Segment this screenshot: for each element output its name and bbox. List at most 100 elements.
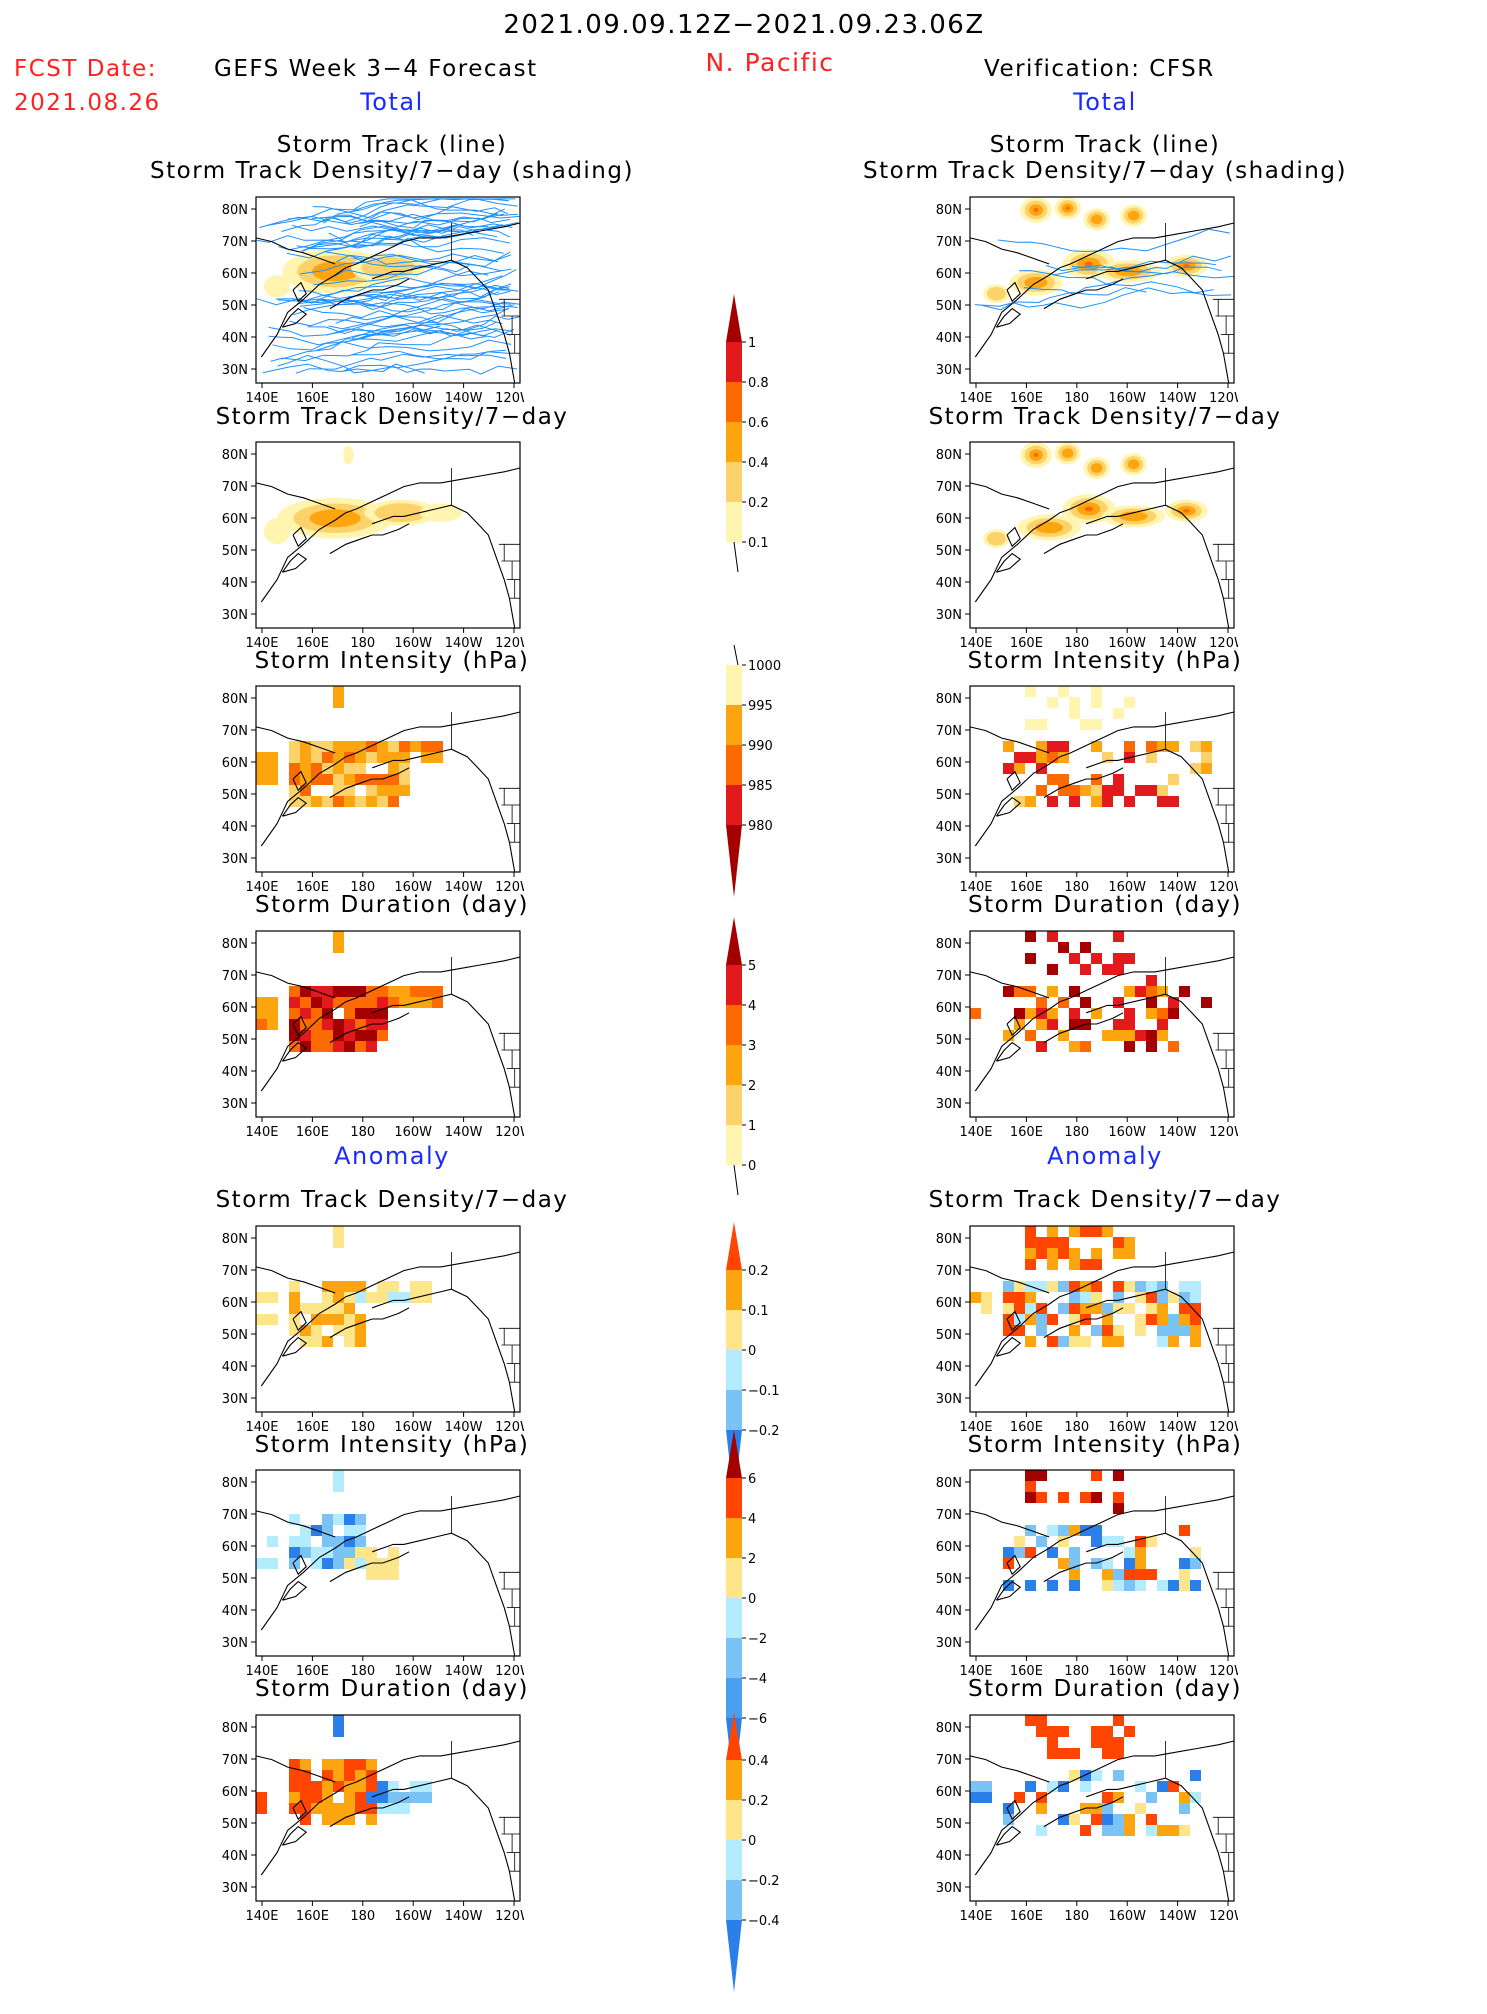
fcst-intensity-cell-23 <box>333 752 344 763</box>
fcst-track-map: 140E 160E 180 160W 140W 120W 80N 70N 60N 50N 40N 30… <box>204 193 524 413</box>
fcst-track-track-37 <box>303 307 509 324</box>
ver-duration-cell-10 <box>1113 931 1124 942</box>
left-total-label: Total <box>360 88 424 116</box>
ver-density-anom-cell-94 <box>1179 1281 1190 1292</box>
ver-intensity-anom-cell-42 <box>1113 1580 1124 1591</box>
fcst-density-anom-ytick-40N: 40N <box>222 1360 248 1375</box>
fcst-intensity-anom-ytick-60N: 60N <box>222 1540 248 1555</box>
fcst-density-ytick-50N: 50N <box>222 544 248 559</box>
fcst-intensity-cell-16 <box>311 796 322 807</box>
ver-density-anom-cell-84 <box>1157 1281 1168 1292</box>
ver-duration-cell-32 <box>1069 1008 1080 1019</box>
fcst-duration-cell-62 <box>256 997 267 1008</box>
ver-track-xtick-160W: 160W <box>1108 391 1146 406</box>
ver-track-ytick-60N: 60N <box>936 267 962 282</box>
ver-track-xtick-160E: 160E <box>1010 391 1043 406</box>
ver-duration-cell-46 <box>1124 1030 1135 1041</box>
ver-intensity-xtick-140W: 140W <box>1159 880 1197 895</box>
ver-duration-cell-0 <box>1025 931 1036 942</box>
fcst-intensity-cells <box>256 686 443 807</box>
ver-intensity-cell-27 <box>1047 796 1058 807</box>
ver-duration-cell-29 <box>1058 997 1069 1008</box>
fcst-intensity-anom-ytick-80N: 80N <box>222 1476 248 1491</box>
ver-duration-anom-cell-25 <box>1047 1781 1058 1792</box>
fcst-duration-anom-cell-22 <box>333 1781 344 1792</box>
ver-duration-anom-cell-50 <box>1146 1814 1157 1825</box>
ver-intensity-anom-cell-50 <box>1135 1569 1146 1580</box>
fcst-density-coastline <box>255 467 521 629</box>
fcst-density-anom-cell-24 <box>344 1303 355 1314</box>
ver-track-track-6 <box>974 287 1147 307</box>
fcst-density-anom-cell-16 <box>322 1336 333 1347</box>
cb-density-anom-label-2: 0 <box>748 1344 756 1359</box>
ver-density-anom-cell-1 <box>1025 1237 1036 1248</box>
ver-intensity-cell-25 <box>1047 752 1058 763</box>
ver-intensity-cell-42 <box>1113 774 1124 785</box>
ver-intensity-cell-14 <box>1003 763 1014 774</box>
ver-density-xtick-120W: 120W <box>1209 636 1238 651</box>
ver-density-anom-cell-83 <box>1146 1314 1157 1325</box>
ver-duration-ytick-70N: 70N <box>936 969 962 984</box>
fcst-duration-cell-59 <box>421 997 432 1008</box>
fcst-density-anom-cell-30 <box>355 1325 366 1336</box>
ver-intensity-anom-cells <box>1003 1470 1201 1591</box>
fcst-intensity-anom-cell-29 <box>366 1547 377 1558</box>
fcst-duration-cell-41 <box>366 986 377 997</box>
ver-density-anom-cell-76 <box>1135 1281 1146 1292</box>
cb-density-label-2: 0.6 <box>748 416 769 431</box>
ver-density-anom-cell-87 <box>1157 1314 1168 1325</box>
ver-duration-cells <box>970 931 1212 1052</box>
fcst-track-xtick-140W: 140W <box>445 391 483 406</box>
ver-density-anom-cell-74 <box>1124 1281 1135 1292</box>
fcst-duration-anom-cell-29 <box>344 1803 355 1814</box>
cb-intensity-anom-svg: 6 4 2 0 −2 −4 −6 <box>726 1430 767 1790</box>
fcst-intensity-cell-58 <box>399 774 410 785</box>
ver-density-blob-3-level-2 <box>1127 459 1140 470</box>
fcst-duration-anom-ytick-30N: 30N <box>222 1881 248 1896</box>
ver-intensity-cell-33 <box>1069 796 1080 807</box>
ver-duration-anom-cell-7 <box>1058 1748 1069 1759</box>
fcst-intensity-cell-47 <box>377 785 388 796</box>
fcst-duration-anom-cell-21 <box>333 1770 344 1781</box>
fcst-track-xtick-140E: 140E <box>245 391 278 406</box>
fcst-intensity-cell-63 <box>432 741 443 752</box>
ver-density-anom-cell-24 <box>1124 1248 1135 1259</box>
fcst-intensity-cell-49 <box>388 741 399 752</box>
ver-density-anom-coastline <box>969 1251 1235 1413</box>
ver-intensity-cell-20 <box>1036 741 1047 752</box>
fcst-intensity-cell-0 <box>289 741 300 752</box>
ver-duration-frame <box>969 930 1235 1118</box>
ver-density-anom-cell-105 <box>970 1292 981 1303</box>
ver-duration-anom-cell-37 <box>1102 1792 1113 1803</box>
ver-density-anom-cell-66 <box>1102 1314 1113 1325</box>
ver-intensity-ytick-70N: 70N <box>936 724 962 739</box>
ver-intensity-cell-41 <box>1102 796 1113 807</box>
fcst-intensity-cell-22 <box>333 741 344 752</box>
ver-density-blob-0-level-3 <box>1033 452 1039 458</box>
fcst-density-anom-cell-8 <box>311 1303 322 1314</box>
ver-duration-anom-ytick-40N: 40N <box>936 1849 962 1864</box>
fcst-track-track-56 <box>256 222 519 243</box>
fcst-intensity-anom-xtick-180: 180 <box>350 1664 375 1679</box>
fcst-duration-anom-xtick-120W: 120W <box>495 1909 524 1924</box>
cb-duration-anom-label-2: 0 <box>748 1834 756 1849</box>
fcst-track-track-45 <box>353 257 512 277</box>
fcst-intensity-anom-cell-28 <box>355 1547 366 1558</box>
fcst-track-track-46 <box>289 318 498 337</box>
fcst-intensity-cell-2 <box>289 763 300 774</box>
fcst-intensity-cell-44 <box>377 741 388 752</box>
ver-intensity-anom-xtick-140W: 140W <box>1159 1664 1197 1679</box>
ver-duration-cell-27 <box>1047 1008 1058 1019</box>
fcst-intensity-cell-66 <box>256 763 267 774</box>
fcst-intensity-cell-13 <box>311 752 322 763</box>
ver-duration-xtick-160W: 160W <box>1108 1125 1146 1140</box>
ver-duration-cell-45 <box>1124 1019 1135 1030</box>
cb-duration-label-3: 2 <box>748 1079 756 1094</box>
fcst-track-track-3 <box>349 224 504 244</box>
ver-track-svg: 140E 160E 180 160W 140W 120W 80N 70N 60N 50N 40N 30… <box>936 196 1238 406</box>
fcst-duration-anom-cell-0 <box>289 1759 300 1770</box>
fcst-duration-anom-cell-26 <box>344 1770 355 1781</box>
fcst-track-track-30 <box>352 350 510 360</box>
fcst-intensity-anom-ytick-70N: 70N <box>222 1508 248 1523</box>
period-title: 2021.09.09.12Z−2021.09.23.06Z <box>503 10 985 40</box>
